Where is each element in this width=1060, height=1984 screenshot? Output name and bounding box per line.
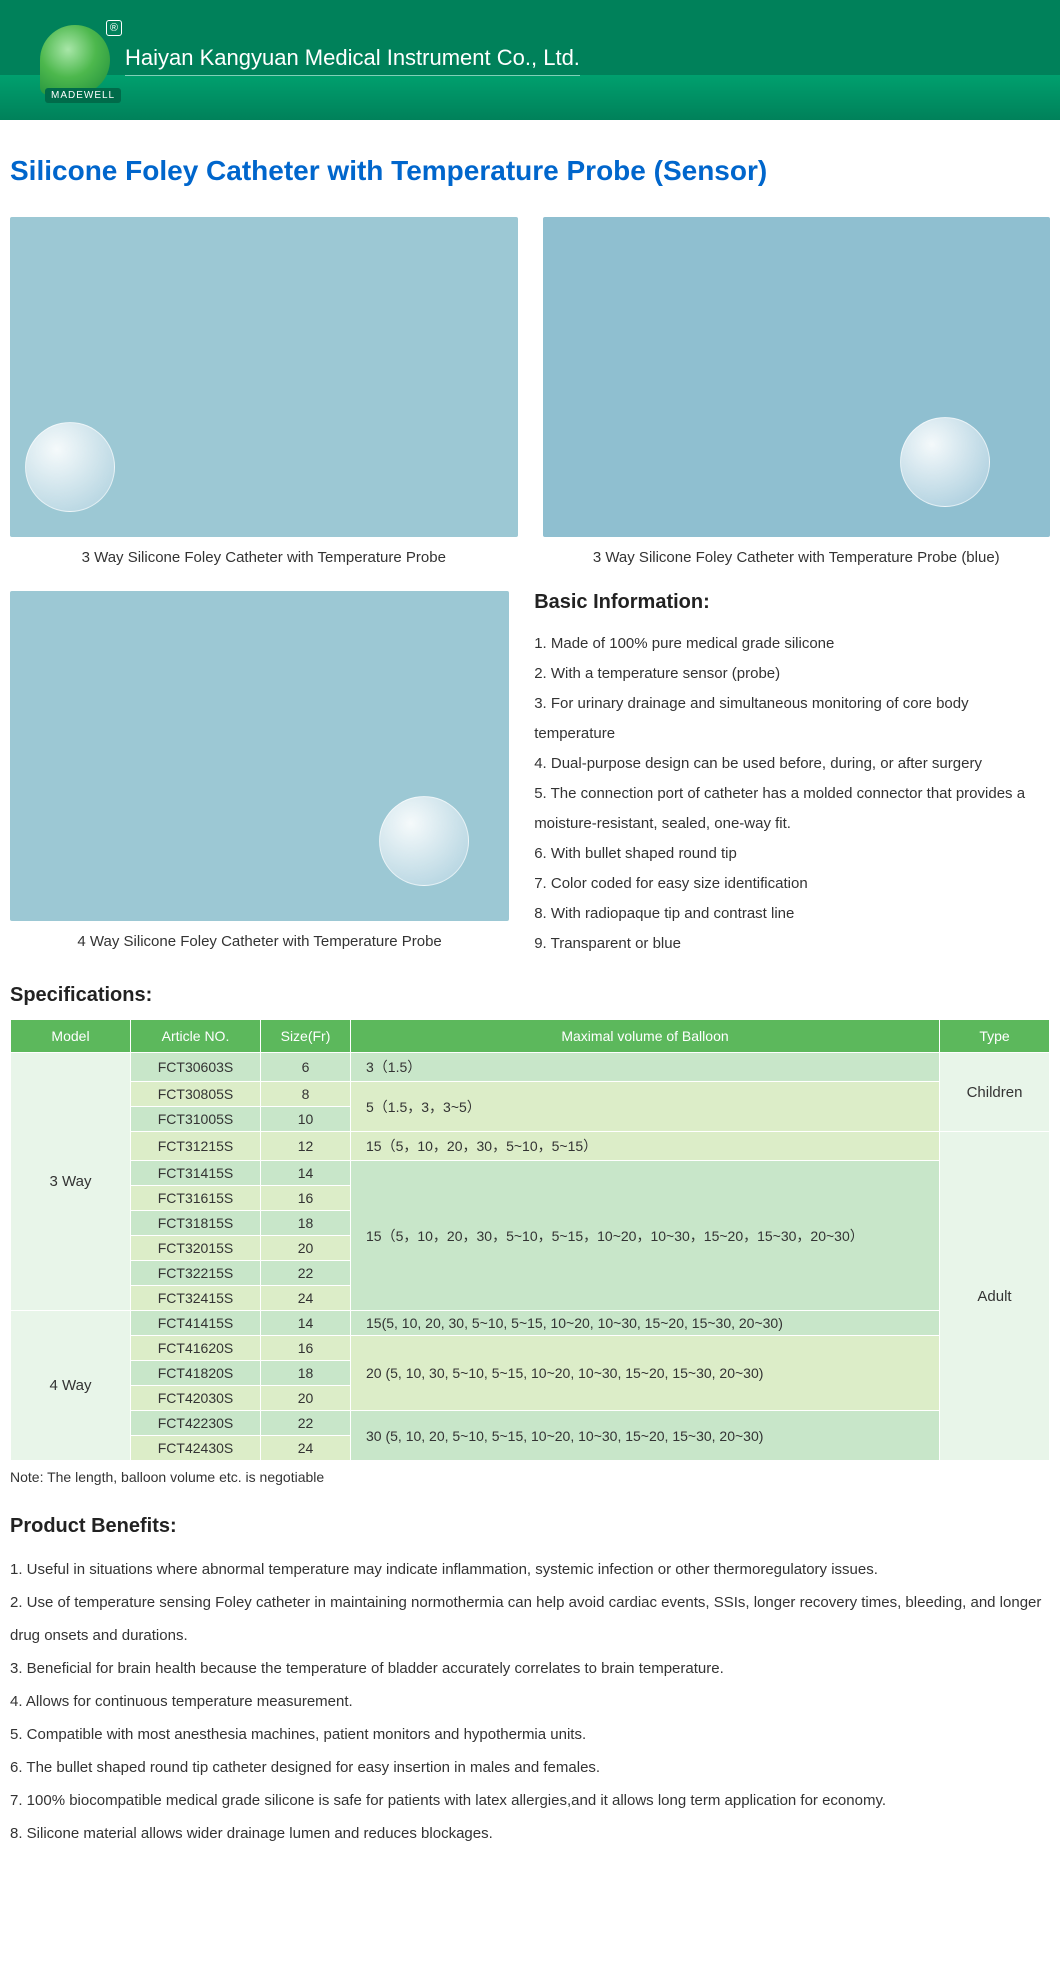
benefit-item: 1. Useful in situations where abnormal t… [10,1553,1050,1586]
cell: 6 [261,1053,351,1082]
cell: 20 [261,1236,351,1261]
cell: 16 [261,1186,351,1211]
page-header: MADEWELL Haiyan Kangyuan Medical Instrum… [0,0,1060,120]
image-caption-3: 4 Way Silicone Foley Catheter with Tempe… [10,933,509,950]
col-balloon: Maximal volume of Balloon [351,1020,940,1053]
product-image-2 [543,217,1051,537]
cell: FCT41620S [131,1336,261,1361]
cell: FCT31615S [131,1186,261,1211]
cell: 15（5，10，20，30，5~10，5~15，10~20，10~30，15~2… [351,1161,940,1311]
basic-info-heading: Basic Information: [534,591,1050,614]
cell: 12 [261,1132,351,1161]
cell: FCT31415S [131,1161,261,1186]
info-item: 7. Color coded for easy size identificat… [534,869,1050,899]
basic-info-list: 1. Made of 100% pure medical grade silic… [534,629,1050,959]
type-children: Children [940,1053,1050,1132]
benefits-heading: Product Benefits: [10,1515,1050,1538]
cell: FCT42030S [131,1386,261,1411]
company-name: Haiyan Kangyuan Medical Instrument Co., … [125,45,580,76]
cell: 18 [261,1361,351,1386]
specs-note: Note: The length, balloon volume etc. is… [10,1469,1050,1485]
col-model: Model [11,1020,131,1053]
product-image-3 [10,591,509,921]
benefit-item: 3. Beneficial for brain health because t… [10,1652,1050,1685]
cell: 18 [261,1211,351,1236]
info-item: 1. Made of 100% pure medical grade silic… [534,629,1050,659]
col-type: Type [940,1020,1050,1053]
cell: 14 [261,1161,351,1186]
image-caption-2: 3 Way Silicone Foley Catheter with Tempe… [543,549,1051,566]
cell: FCT41820S [131,1361,261,1386]
cell: 22 [261,1261,351,1286]
benefit-item: 7. 100% biocompatible medical grade sili… [10,1784,1050,1817]
cell: FCT30603S [131,1053,261,1082]
cell: FCT30805S [131,1082,261,1107]
cell: 15(5, 10, 20, 30, 5~10, 5~15, 10~20, 10~… [351,1311,940,1336]
cell: 15（5，10，20，30，5~10，5~15） [351,1132,940,1161]
col-article: Article NO. [131,1020,261,1053]
info-item: 2. With a temperature sensor (probe) [534,659,1050,689]
cell: FCT42230S [131,1411,261,1436]
type-adult: Adult [940,1132,1050,1461]
cell: 5（1.5，3，3~5） [351,1082,940,1132]
model-3way: 3 Way [11,1053,131,1311]
cell: FCT31815S [131,1211,261,1236]
info-item: 3. For urinary drainage and simultaneous… [534,689,1050,749]
benefits-list: 1. Useful in situations where abnormal t… [10,1553,1050,1850]
logo: MADEWELL Haiyan Kangyuan Medical Instrum… [40,25,580,95]
cell: 14 [261,1311,351,1336]
cell: 24 [261,1436,351,1461]
benefit-item: 6. The bullet shaped round tip catheter … [10,1751,1050,1784]
cell: 20 [261,1386,351,1411]
cell: FCT41415S [131,1311,261,1336]
product-image-1 [10,217,518,537]
product-image-row-1: 3 Way Silicone Foley Catheter with Tempe… [10,217,1050,566]
cell: FCT42430S [131,1436,261,1461]
cell: 16 [261,1336,351,1361]
cell: FCT32415S [131,1286,261,1311]
page-title: Silicone Foley Catheter with Temperature… [10,155,1050,187]
benefit-item: 5. Compatible with most anesthesia machi… [10,1718,1050,1751]
cell: FCT31215S [131,1132,261,1161]
cell: 30 (5, 10, 20, 5~10, 5~15, 10~20, 10~30,… [351,1411,940,1461]
info-item: 9. Transparent or blue [534,929,1050,959]
specs-table: Model Article NO. Size(Fr) Maximal volum… [10,1019,1050,1461]
cell: 24 [261,1286,351,1311]
cell: 10 [261,1107,351,1132]
cell: 3（1.5） [351,1053,940,1082]
cell: 8 [261,1082,351,1107]
cell: FCT32015S [131,1236,261,1261]
info-item: 4. Dual-purpose design can be used befor… [534,749,1050,779]
benefit-item: 2. Use of temperature sensing Foley cath… [10,1586,1050,1652]
info-item: 6. With bullet shaped round tip [534,839,1050,869]
cell: FCT32215S [131,1261,261,1286]
cell: FCT31005S [131,1107,261,1132]
cell: 20 (5, 10, 30, 5~10, 5~15, 10~20, 10~30,… [351,1336,940,1411]
logo-label: MADEWELL [45,88,121,103]
model-4way: 4 Way [11,1311,131,1461]
benefit-item: 8. Silicone material allows wider draina… [10,1817,1050,1850]
benefit-item: 4. Allows for continuous temperature mea… [10,1685,1050,1718]
cell: 22 [261,1411,351,1436]
info-item: 5. The connection port of catheter has a… [534,779,1050,839]
madewell-logo-icon [40,25,110,95]
info-item: 8. With radiopaque tip and contrast line [534,899,1050,929]
specs-heading: Specifications: [10,984,1050,1007]
image-caption-1: 3 Way Silicone Foley Catheter with Tempe… [10,549,518,566]
col-size: Size(Fr) [261,1020,351,1053]
